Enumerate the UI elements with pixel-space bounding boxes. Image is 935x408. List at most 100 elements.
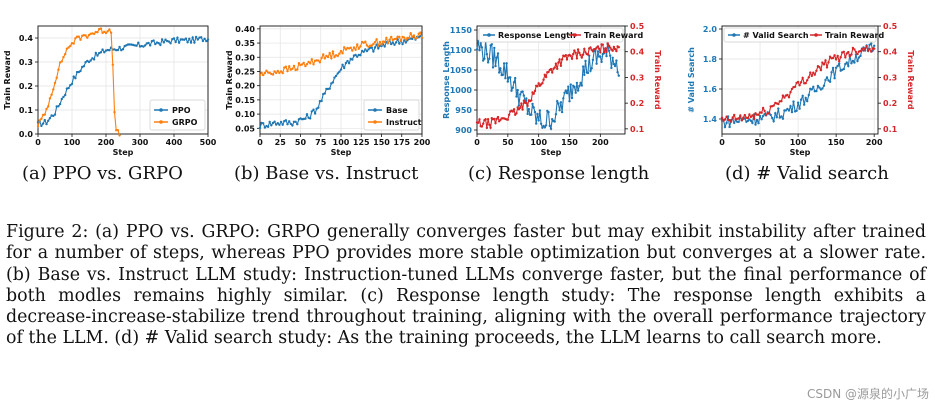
data-point	[157, 42, 160, 45]
data-point	[729, 120, 733, 123]
data-point	[549, 127, 553, 130]
data-point	[575, 81, 579, 85]
data-point	[511, 110, 514, 113]
data-point	[284, 65, 288, 68]
data-point	[349, 46, 352, 49]
data-point	[559, 101, 563, 104]
x-tick-label: 400	[166, 138, 183, 147]
y2-axis-label: Train Reward	[906, 50, 915, 109]
y-tick-label: 1.4	[703, 115, 718, 124]
data-point	[52, 88, 55, 91]
data-point	[401, 42, 404, 46]
legend-c: Response Length Train Reward	[478, 27, 643, 43]
data-point	[380, 43, 383, 46]
data-point	[328, 51, 331, 55]
y-tick-label: 0.15	[235, 96, 255, 105]
data-point	[847, 50, 850, 54]
y2-tick-label: 0.2	[630, 99, 644, 108]
data-point	[62, 95, 65, 99]
data-point	[851, 59, 855, 63]
x-tick-label: 100	[64, 138, 81, 147]
legend-d: # Valid Search Train Reward	[723, 27, 884, 43]
data-point	[330, 57, 333, 60]
data-point	[537, 82, 540, 85]
data-point	[289, 122, 292, 126]
subcaption-b: (b) Base vs. Instruct	[234, 163, 419, 184]
data-point	[547, 70, 550, 74]
data-point	[511, 86, 514, 89]
data-point	[818, 86, 821, 89]
data-point	[377, 47, 380, 50]
data-point	[288, 65, 291, 68]
data-point	[831, 56, 835, 60]
data-point	[602, 51, 606, 54]
data-point	[796, 101, 800, 104]
data-point	[549, 67, 553, 71]
data-point	[742, 116, 745, 119]
data-point	[780, 115, 783, 118]
data-point	[821, 61, 824, 64]
data-point	[341, 63, 344, 66]
data-point	[53, 81, 57, 85]
data-point	[532, 92, 535, 96]
data-point	[334, 74, 338, 78]
data-point	[352, 46, 356, 49]
data-point	[557, 61, 560, 64]
data-point	[372, 42, 375, 46]
legend-label: Instruct	[386, 118, 422, 127]
data-point	[48, 97, 52, 100]
data-point	[757, 113, 760, 116]
data-point	[99, 51, 103, 54]
data-point	[836, 54, 839, 58]
data-point	[94, 30, 98, 34]
data-point	[807, 76, 810, 79]
subcaption-a: (a) PPO vs. GRPO	[22, 163, 183, 184]
data-point	[612, 62, 616, 66]
data-point	[341, 52, 344, 55]
data-point	[357, 47, 360, 50]
data-point	[573, 85, 576, 89]
data-point	[564, 89, 567, 92]
legend-marker	[373, 120, 377, 124]
data-point	[322, 53, 325, 56]
data-point	[96, 54, 99, 57]
data-point	[309, 117, 312, 120]
data-point	[270, 124, 273, 127]
data-point	[536, 85, 539, 88]
data-point	[498, 71, 501, 74]
data-point	[777, 107, 780, 110]
data-point	[339, 49, 343, 53]
data-point	[206, 38, 210, 41]
data-point	[574, 91, 577, 94]
data-point	[589, 69, 592, 73]
data-point	[496, 115, 500, 119]
data-point	[343, 46, 346, 49]
data-point	[383, 40, 386, 44]
data-point	[373, 46, 377, 49]
data-point	[194, 35, 198, 39]
data-point	[514, 76, 517, 80]
data-point	[398, 42, 401, 45]
data-point	[367, 48, 370, 51]
data-point	[317, 59, 320, 62]
data-point	[43, 113, 46, 116]
data-point	[137, 41, 140, 44]
data-point	[737, 120, 740, 124]
x-tick-label: 0	[257, 138, 263, 147]
data-point	[60, 60, 63, 63]
data-point	[385, 36, 388, 40]
data-point	[403, 36, 406, 39]
data-point	[755, 118, 759, 122]
x-tick-label: 50	[502, 138, 514, 147]
data-point	[507, 113, 511, 117]
data-point	[544, 75, 548, 79]
data-point	[615, 59, 618, 62]
data-point	[565, 58, 569, 61]
data-point	[803, 103, 806, 106]
y-tick-label: 950	[455, 106, 472, 115]
data-point	[798, 84, 801, 87]
y2-tick-label: 0.3	[630, 73, 644, 82]
data-point	[772, 104, 775, 107]
data-point	[616, 71, 619, 74]
data-point	[94, 51, 98, 55]
